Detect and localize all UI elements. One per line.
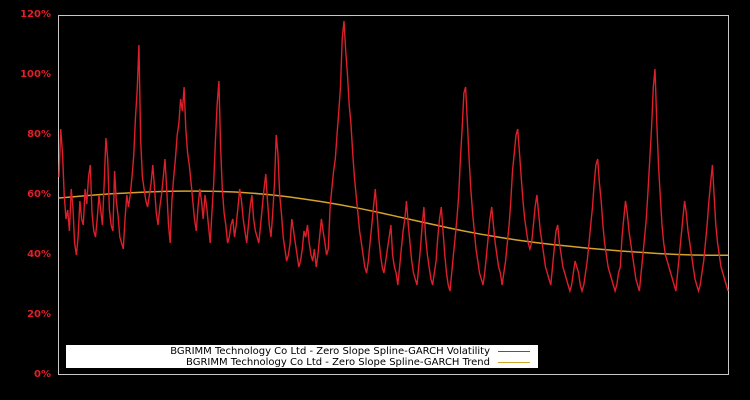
volatility-series-line: [58, 20, 729, 294]
legend-swatch-trend: [498, 362, 530, 363]
y-tick-label: 0%: [34, 369, 51, 380]
legend-item-volatility: BGRIMM Technology Co Ltd - Zero Slope Sp…: [170, 346, 530, 357]
plot-frame: [58, 15, 729, 375]
y-tick-label: 100%: [20, 69, 51, 80]
y-tick-label: 40%: [27, 249, 51, 260]
legend-item-trend: BGRIMM Technology Co Ltd - Zero Slope Sp…: [186, 357, 530, 368]
y-tick-label: 80%: [27, 129, 51, 140]
legend-label-trend: BGRIMM Technology Co Ltd - Zero Slope Sp…: [186, 357, 490, 368]
y-tick-label: 20%: [27, 309, 51, 320]
y-tick-label: 120%: [20, 9, 51, 20]
trend-series-line: [58, 190, 728, 257]
y-tick-label: 60%: [27, 189, 51, 200]
legend-swatch-volatility: [498, 351, 530, 352]
legend: BGRIMM Technology Co Ltd - Zero Slope Sp…: [66, 345, 538, 368]
legend-label-volatility: BGRIMM Technology Co Ltd - Zero Slope Sp…: [170, 346, 490, 357]
